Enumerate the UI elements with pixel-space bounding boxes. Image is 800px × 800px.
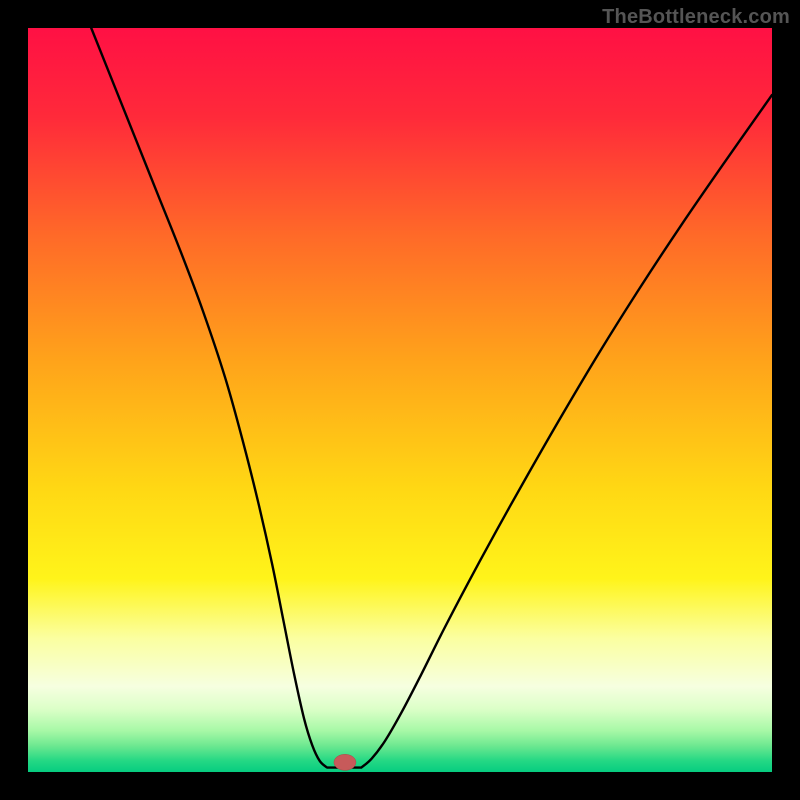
bottleneck-chart: [0, 0, 800, 800]
plot-background: [28, 28, 772, 772]
watermark-text: TheBottleneck.com: [602, 6, 790, 29]
chart-container: TheBottleneck.com: [0, 0, 800, 800]
optimum-marker: [334, 754, 356, 770]
